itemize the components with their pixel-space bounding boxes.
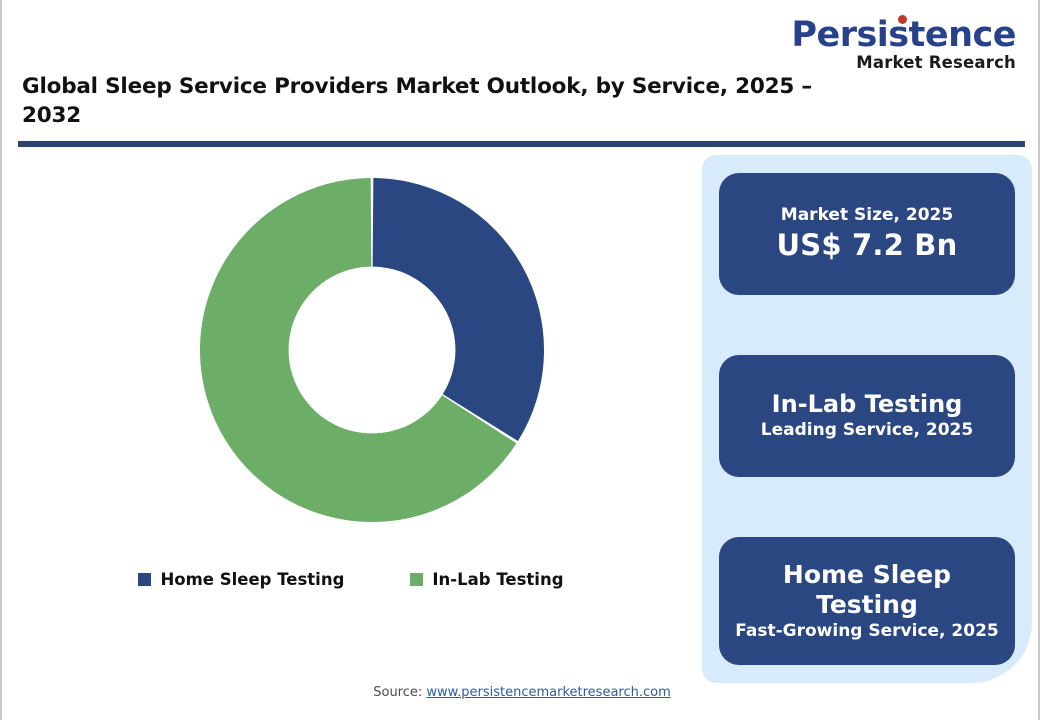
chart-legend: Home Sleep Testing In-Lab Testing (16, 570, 686, 589)
brand-logo-subtitle: Market Research (856, 53, 1016, 72)
stat-card-fast-growing-service-subtitle: Fast-Growing Service, 2025 (735, 620, 999, 641)
legend-label-home-sleep-testing: Home Sleep Testing (160, 570, 345, 589)
stat-card-market-size-label: Market Size, 2025 (780, 205, 954, 226)
legend-item-in-lab-testing[interactable]: In-Lab Testing (410, 570, 564, 589)
brand-logo-wordmark: Persistence (791, 15, 1016, 53)
legend-swatch-home-sleep-testing (138, 573, 152, 586)
header-divider (18, 141, 1025, 147)
stat-card-fast-growing-service: Home Sleep Testing Fast-Growing Service,… (719, 537, 1015, 665)
source-link[interactable]: www.persistencemarketresearch.com (426, 685, 671, 700)
source-footer: Source: www.persistencemarketresearch.co… (2, 685, 1040, 700)
source-label: Source: (373, 685, 423, 700)
stat-card-leading-service-subtitle: Leading Service, 2025 (760, 420, 974, 441)
donut-chart: Home Sleep Testing In-Lab Testing (16, 155, 686, 625)
stat-card-fast-growing-service-title: Home Sleep Testing (782, 559, 952, 619)
donut-slice-home-sleep-testing[interactable] (372, 178, 544, 442)
stat-card-leading-service-title: In-Lab Testing (771, 390, 963, 419)
legend-label-in-lab-testing: In-Lab Testing (432, 570, 564, 589)
legend-item-home-sleep-testing[interactable]: Home Sleep Testing (138, 570, 344, 589)
stat-card-market-size: Market Size, 2025 US$ 7.2 Bn (719, 173, 1015, 295)
stat-card-leading-service: In-Lab Testing Leading Service, 2025 (719, 355, 1015, 477)
donut-slice-in-lab-testing[interactable] (200, 178, 517, 522)
stat-card-market-size-value: US$ 7.2 Bn (776, 227, 958, 262)
legend-swatch-in-lab-testing (410, 573, 424, 586)
brand-logo-dot-icon (898, 15, 908, 24)
donut-chart-svg (200, 178, 544, 522)
brand-logo: Persistence Market Research (786, 15, 1016, 73)
page-title: Global Sleep Service Providers Market Ou… (22, 74, 812, 129)
donut-chart-graphic (200, 178, 544, 522)
stats-panel: Market Size, 2025 US$ 7.2 Bn In-Lab Test… (702, 155, 1032, 683)
